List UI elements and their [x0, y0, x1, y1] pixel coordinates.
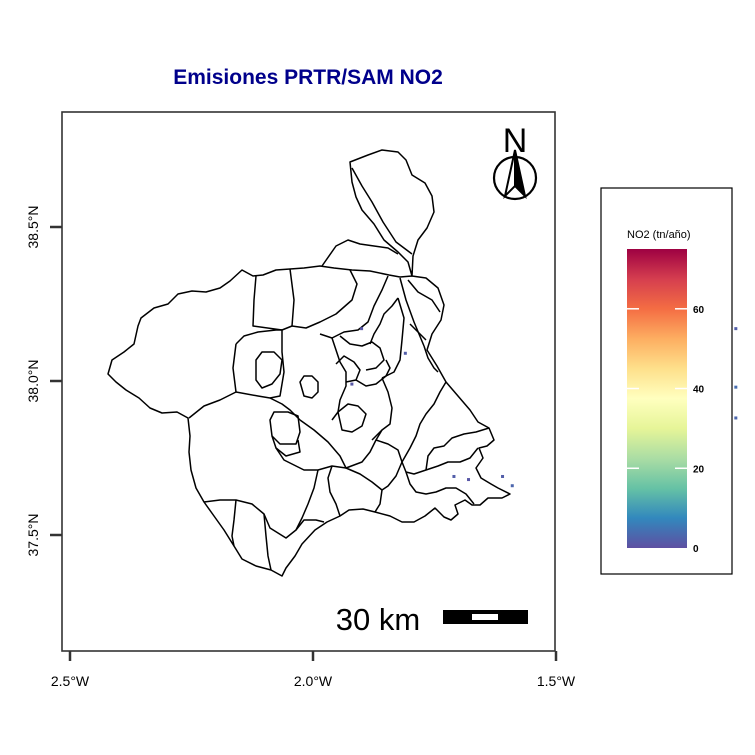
x-axis: 2.5°W2.0°W1.5°W1.0°W0.5°W	[51, 651, 576, 689]
y-tick-label: 38.5°N	[25, 206, 41, 249]
municipality-border	[252, 275, 283, 331]
legend-colorbar	[627, 249, 687, 548]
municipality-border	[409, 323, 427, 341]
municipality-border	[401, 381, 447, 463]
municipality-border	[271, 435, 301, 457]
emission-point	[501, 474, 505, 478]
municipality-border	[381, 297, 405, 379]
scale-bar: 30 km	[336, 602, 528, 637]
legend-tick-label: 40	[693, 385, 705, 396]
municipality-border	[331, 337, 347, 421]
municipality-border	[299, 375, 319, 399]
municipality-border	[345, 467, 383, 513]
municipality-boundaries	[107, 149, 511, 577]
municipality-border	[405, 471, 475, 505]
municipality-border	[203, 469, 319, 539]
municipality-border	[369, 297, 399, 345]
municipality-border	[371, 377, 393, 441]
x-tick-label: 1.5°W	[537, 673, 576, 689]
legend-tick-label: 60	[693, 305, 705, 316]
municipality-border	[337, 403, 367, 433]
emission-point	[734, 416, 738, 420]
legend-tick-label: 20	[693, 464, 705, 475]
municipality-border	[351, 167, 413, 255]
emission-point	[360, 327, 364, 331]
municipality-border	[321, 239, 399, 267]
municipality-border	[235, 329, 282, 345]
emission-point	[734, 327, 738, 331]
municipality-border	[339, 335, 385, 371]
scale-bar-label: 30 km	[336, 602, 420, 637]
municipality-border	[263, 513, 272, 571]
emission-point	[467, 478, 471, 482]
municipality-border	[275, 447, 347, 471]
emission-point	[734, 385, 738, 389]
map-title: Emisiones PRTR/SAM NO2	[173, 66, 443, 89]
y-axis: 38.5°N 38.0°N 37.5°N	[25, 206, 62, 557]
municipality-border	[235, 391, 301, 421]
x-tick-label: 2.0°W	[294, 673, 333, 689]
y-tick-label: 37.5°N	[25, 514, 41, 557]
emission-point	[403, 351, 407, 355]
municipality-border	[335, 355, 361, 383]
municipality-border	[319, 275, 389, 339]
municipality-border	[255, 351, 283, 389]
municipality-border	[375, 439, 479, 475]
municipality-border	[407, 279, 441, 313]
municipality-border	[425, 427, 490, 471]
municipality-border	[269, 411, 301, 445]
emission-point	[452, 474, 456, 478]
legend-ticks: 0 20 40 60	[627, 305, 705, 555]
legend: NO2 (tn/año) 0 20 40 60	[600, 187, 733, 575]
municipality-border	[281, 269, 358, 331]
municipality-border	[269, 330, 285, 399]
emission-point	[350, 382, 354, 386]
municipality-border	[231, 499, 237, 547]
y-tick-label: 38.0°N	[25, 360, 41, 403]
municipality-border	[295, 519, 325, 531]
emission-point	[510, 484, 514, 488]
municipality-border	[381, 461, 403, 491]
map-panel	[61, 111, 556, 652]
x-tick-label: 2.5°W	[51, 673, 90, 689]
municipality-border	[188, 343, 237, 419]
municipality-border	[423, 345, 439, 373]
scale-bar-segment-inner	[472, 614, 498, 620]
legend-tick-label: 0	[693, 544, 699, 555]
municipality-border	[327, 465, 341, 517]
municipality-border	[289, 268, 295, 327]
municipality-border	[355, 359, 391, 387]
north-arrow-icon: N	[492, 122, 538, 201]
legend-title: NO2 (tn/año)	[627, 229, 691, 241]
region-outline	[107, 149, 511, 577]
